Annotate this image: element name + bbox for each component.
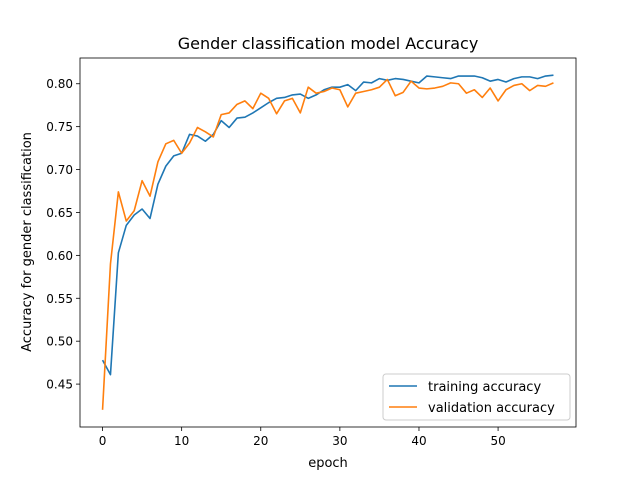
- legend-label-training: training accuracy: [428, 380, 541, 395]
- y-axis: 0.45 0.50 0.55 0.60 0.65 0.70 0.75 0.80: [46, 77, 80, 392]
- legend: training accuracy validation accuracy: [382, 373, 571, 421]
- y-tick-label: 0.50: [46, 335, 73, 349]
- x-tick-label: 0: [99, 434, 107, 448]
- x-tick-label: 20: [253, 434, 268, 448]
- y-axis-label: Accuracy for gender classification: [20, 132, 35, 352]
- training-accuracy-line: [101, 74, 554, 376]
- legend-label-validation: validation accuracy: [428, 401, 555, 416]
- y-tick-label: 0.80: [46, 77, 73, 91]
- x-tick-label: 30: [332, 434, 347, 448]
- plot-frame: [79, 57, 577, 428]
- x-tick-label: 10: [174, 434, 189, 448]
- x-axis-label: epoch: [308, 456, 348, 471]
- x-axis: 0 10 20 30 40 50: [99, 427, 506, 448]
- y-tick-label: 0.65: [46, 206, 73, 220]
- legend-box: [382, 373, 571, 421]
- y-tick-label: 0.70: [46, 163, 73, 177]
- y-tick-label: 0.45: [46, 378, 73, 392]
- chart-title: Gender classification model Accuracy: [178, 34, 479, 53]
- series-layer: [101, 74, 554, 410]
- y-tick-label: 0.60: [46, 249, 73, 263]
- plot-area: [80, 58, 576, 427]
- x-tick-label: 50: [490, 434, 505, 448]
- validation-accuracy-line: [101, 78, 554, 410]
- y-tick-label: 0.75: [46, 120, 73, 134]
- x-tick-label: 40: [411, 434, 426, 448]
- y-tick-label: 0.55: [46, 292, 73, 306]
